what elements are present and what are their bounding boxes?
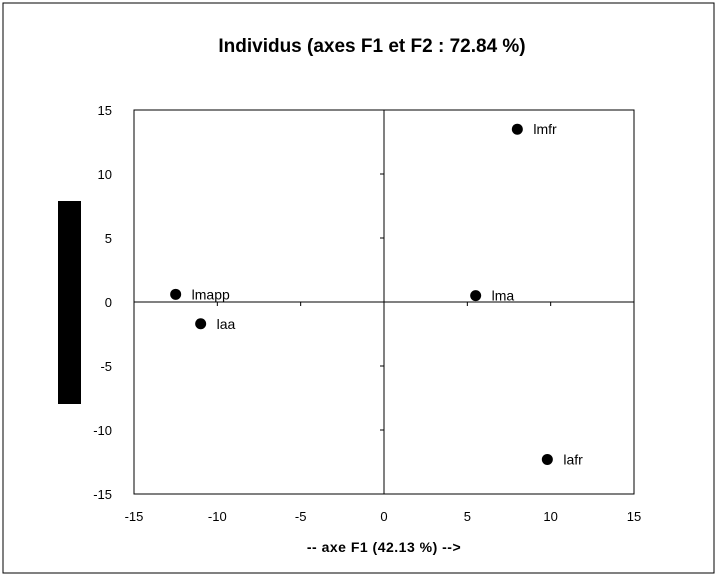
- data-point: [541, 453, 553, 465]
- y-tick-label: 0: [105, 295, 112, 310]
- data-point-label: laa: [217, 316, 236, 332]
- data-point-label: lafr: [563, 451, 583, 467]
- y-tick-label: 10: [98, 167, 112, 182]
- data-point: [170, 288, 182, 300]
- data-point-label: lmapp: [192, 286, 230, 302]
- data-point: [195, 318, 207, 330]
- x-tick-label: -15: [125, 509, 144, 524]
- x-tick-label: 5: [464, 509, 471, 524]
- y-tick-label: -15: [93, 487, 112, 502]
- data-point-label: lmfr: [533, 121, 557, 137]
- points-layer: lmfr lmapp lma laa lafr: [170, 121, 583, 467]
- ticks-layer: -15 -10 -5 0 5 10 15 15 10 5 0 -5 -10 -15: [93, 103, 641, 524]
- y-axis-label-redaction: [58, 201, 81, 404]
- x-tick-label: 0: [380, 509, 387, 524]
- data-point: [470, 290, 482, 302]
- data-point: [511, 123, 523, 135]
- chart-title: Individus (axes F1 et F2 : 72.84 %): [218, 36, 525, 57]
- y-tick-label: 5: [105, 231, 112, 246]
- x-tick-label: -5: [295, 509, 307, 524]
- data-point-label: lma: [492, 288, 515, 304]
- x-tick-label: -10: [208, 509, 227, 524]
- y-tick-label: -10: [93, 423, 112, 438]
- x-axis-label: -- axe F1 (42.13 %) -->: [307, 539, 461, 555]
- y-tick-label: -5: [100, 359, 112, 374]
- y-tick-label: 15: [98, 103, 112, 118]
- x-tick-label: 15: [627, 509, 641, 524]
- x-tick-label: 10: [543, 509, 557, 524]
